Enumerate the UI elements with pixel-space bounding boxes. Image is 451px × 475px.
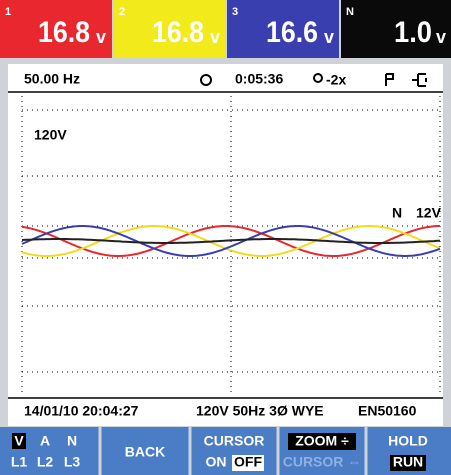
reading-value: 16.6 bbox=[266, 16, 318, 49]
frequency: 50.00 Hz bbox=[24, 71, 80, 87]
reading-value: 1.0 bbox=[394, 16, 432, 49]
softkey-option: ON bbox=[206, 454, 227, 470]
zoom-level: -2x bbox=[326, 72, 346, 88]
selected-box bbox=[12, 433, 26, 449]
flag-icon bbox=[385, 73, 394, 86]
reading-box bbox=[114, 0, 225, 58]
softkey-option: V bbox=[14, 433, 24, 449]
timer-icon bbox=[200, 74, 212, 86]
reading-box bbox=[227, 0, 339, 58]
softkey-option: CURSOR ⇔ bbox=[283, 454, 362, 470]
softkey-option: A bbox=[40, 433, 50, 449]
reading-index: 2 bbox=[119, 6, 125, 18]
reading-index: 3 bbox=[232, 6, 238, 18]
reading-value: 16.8 bbox=[38, 16, 90, 49]
softkey[interactable]: BACK bbox=[125, 444, 165, 460]
waveforms bbox=[21, 225, 441, 257]
channel-scale: 12V bbox=[416, 205, 442, 221]
display bbox=[8, 64, 443, 426]
reading-unit: v bbox=[96, 27, 106, 47]
scale-label: 120V bbox=[34, 127, 67, 143]
selected-box bbox=[288, 433, 356, 450]
waveform bbox=[21, 225, 441, 257]
softkey-option: RUN bbox=[393, 454, 423, 470]
softkey-option: N bbox=[67, 433, 77, 449]
reading-unit: v bbox=[436, 27, 446, 47]
elapsed-time: 0:05:36 bbox=[235, 71, 283, 87]
softkey-title: ZOOM ÷ bbox=[295, 433, 349, 449]
reading-box bbox=[0, 0, 112, 58]
zoom-icon bbox=[313, 73, 323, 83]
softkey[interactable]: HOLD RUN bbox=[388, 433, 428, 471]
selected-box bbox=[232, 455, 264, 471]
standard: EN50160 bbox=[358, 403, 417, 419]
reading-unit: v bbox=[210, 27, 220, 47]
reading-unit: v bbox=[324, 27, 334, 47]
reading-index: N bbox=[346, 6, 354, 18]
softkey-title: HOLD bbox=[388, 433, 428, 449]
softkey[interactable]: V A N L1 L2 L3 bbox=[11, 433, 81, 470]
softkey[interactable]: ZOOM ÷ CURSOR ⇔ bbox=[283, 433, 362, 470]
softkey[interactable]: CURSOR ON OFF bbox=[204, 433, 265, 471]
softkey-option: L2 bbox=[37, 454, 54, 470]
configuration: 120V 50Hz 3Ø WYE bbox=[196, 403, 324, 419]
datetime: 14/01/10 20:04:27 bbox=[24, 403, 139, 419]
selected-box bbox=[390, 455, 426, 471]
plug-icon bbox=[412, 73, 427, 87]
softkey-title: CURSOR bbox=[204, 433, 265, 449]
reading-box bbox=[341, 0, 451, 58]
softkey-option: L1 bbox=[11, 454, 28, 470]
softkey-bar bbox=[0, 427, 451, 475]
softkey-option: OFF bbox=[234, 454, 262, 470]
waveform bbox=[21, 225, 441, 257]
channel-label: N bbox=[392, 205, 402, 221]
reading-value: 16.8 bbox=[152, 16, 204, 49]
reading-index: 1 bbox=[5, 6, 11, 18]
softkey-option: L3 bbox=[64, 454, 81, 470]
waveform bbox=[21, 238, 441, 244]
